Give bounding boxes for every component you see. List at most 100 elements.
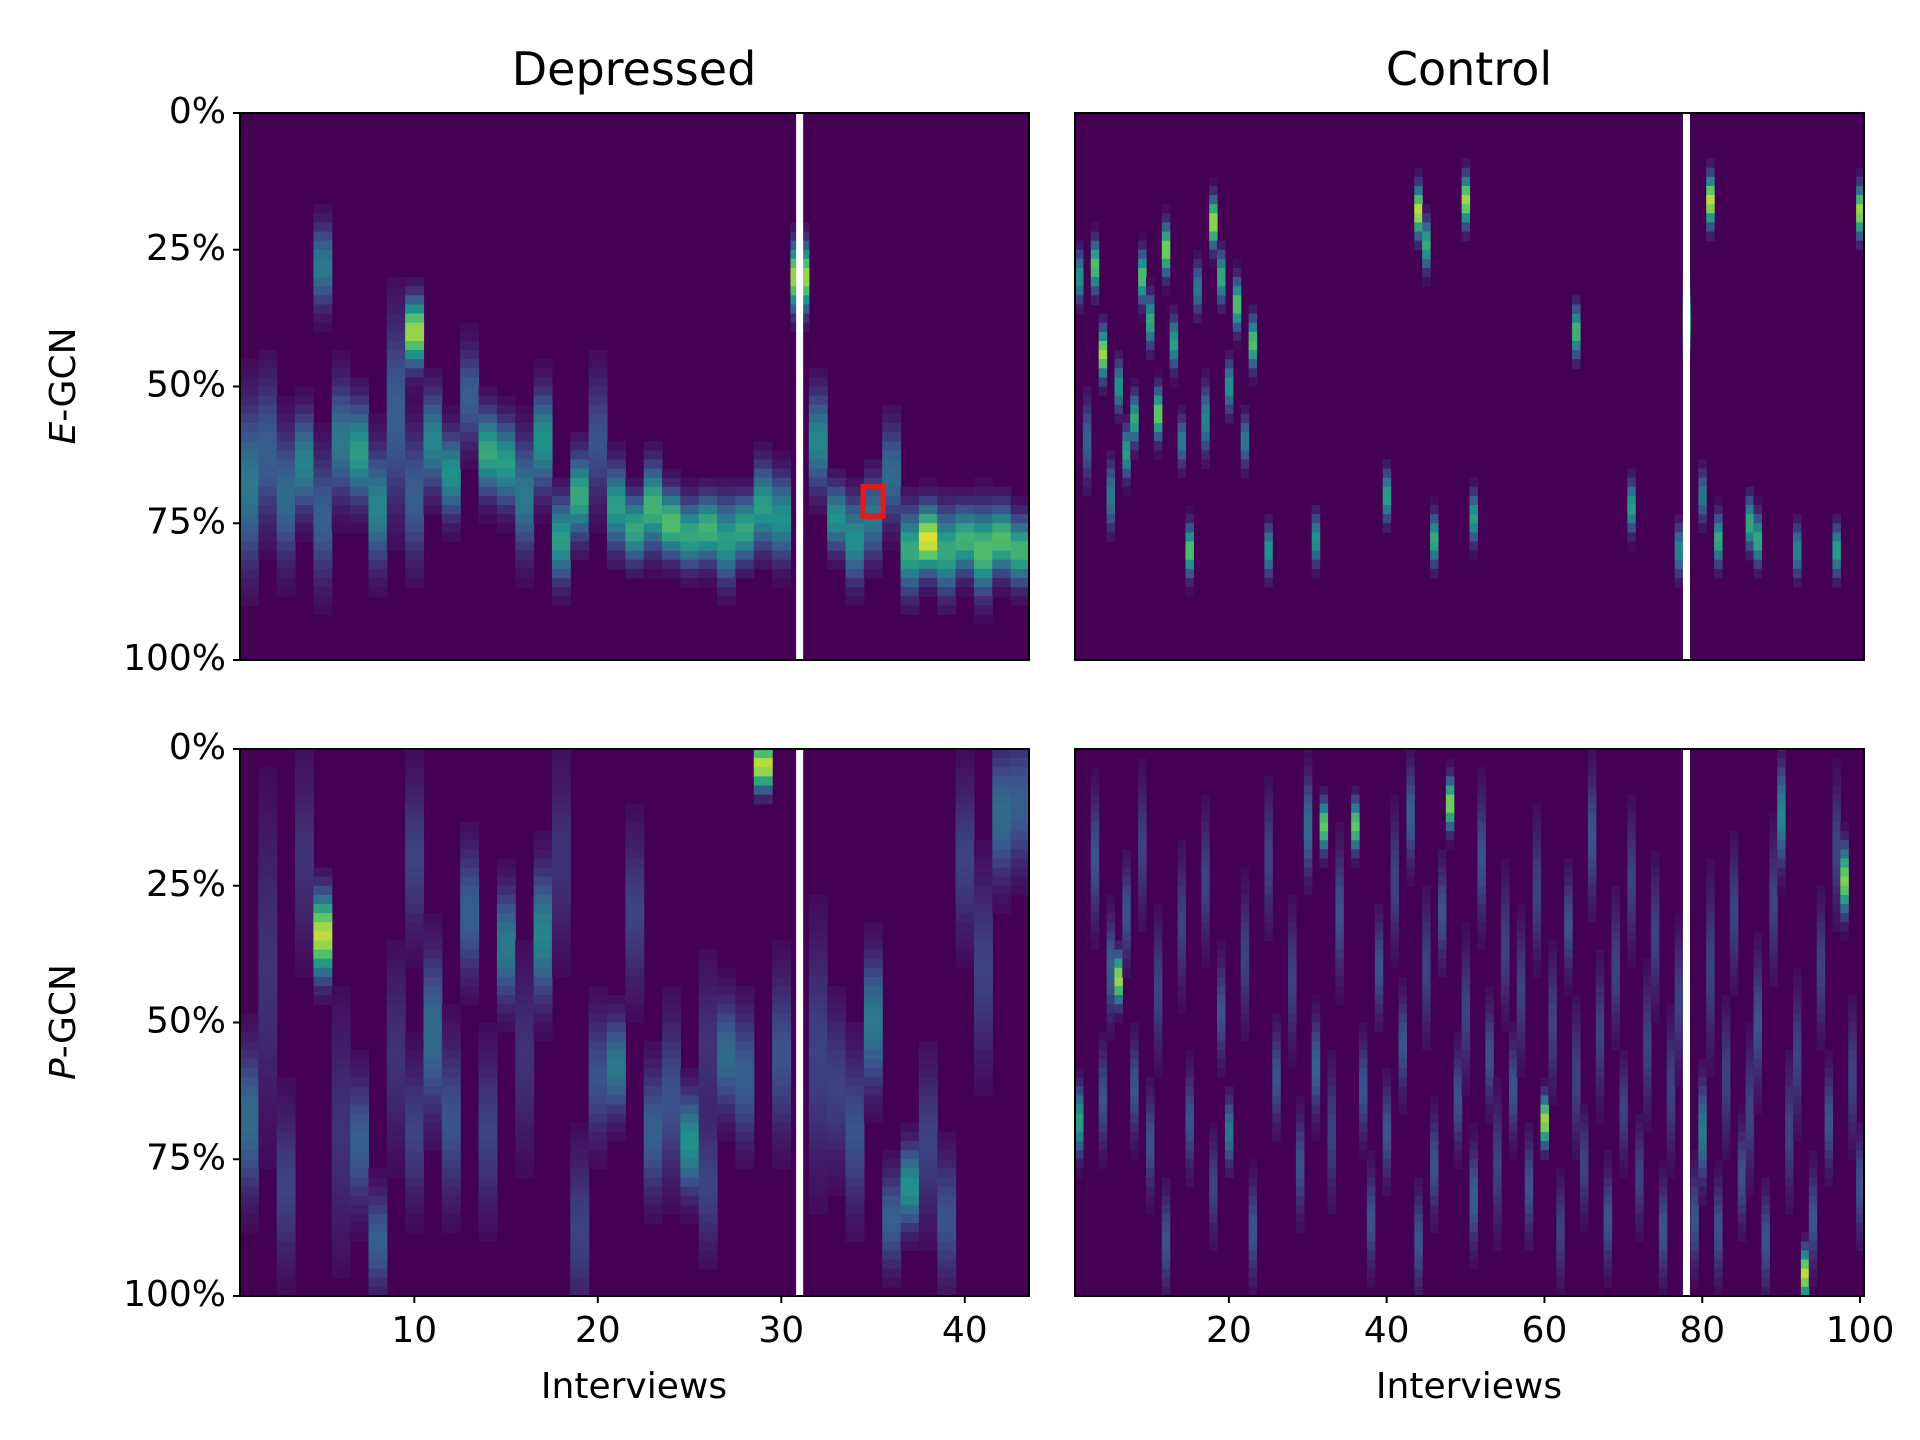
heatmap-cell (662, 568, 681, 579)
heatmap-cell (900, 1150, 920, 1160)
heatmap-cell (423, 377, 443, 388)
heatmap-cell (405, 350, 425, 360)
heatmap-cell (478, 422, 498, 433)
heatmap-cell (1753, 940, 1763, 951)
heatmap-cell (973, 949, 993, 960)
heatmap-cell (441, 1141, 461, 1151)
heatmap-cell (1501, 858, 1510, 869)
heatmap-cell (662, 1022, 681, 1033)
heatmap-cell (1177, 849, 1187, 859)
heatmap-cell (1161, 1241, 1171, 1252)
heatmap-cell (423, 477, 443, 488)
heatmap-cell (1335, 849, 1344, 859)
heatmap-cell (331, 486, 351, 497)
heatmap-cell (1658, 1186, 1668, 1197)
heatmap-cell (1390, 812, 1400, 823)
heatmap-cell (625, 922, 645, 932)
heatmap-cell (551, 587, 571, 597)
heatmap-cell (240, 477, 259, 488)
heatmap-cell (1769, 840, 1778, 850)
heatmap-cell (662, 1068, 681, 1078)
heatmap-cell (1493, 1159, 1502, 1169)
heatmap-cell (1169, 350, 1179, 360)
heatmap-cell (1564, 967, 1573, 978)
heatmap-cell (1288, 958, 1297, 969)
heatmap-cell (276, 1213, 296, 1224)
heatmap-cell (1832, 776, 1841, 787)
heatmap-cell (1193, 277, 1202, 287)
heatmap-cell (1010, 541, 1029, 552)
heatmap-cell (1627, 541, 1636, 552)
heatmap-cell (423, 441, 443, 451)
heatmap-cell (405, 559, 425, 570)
heatmap-cell (827, 1168, 847, 1179)
heatmap-cell (1643, 995, 1652, 1005)
heatmap-cell (460, 413, 480, 424)
heatmap-cell (441, 1150, 461, 1160)
heatmap-cell (533, 477, 553, 488)
heatmap-cell (331, 477, 351, 488)
heatmap-cell (680, 1095, 700, 1106)
heatmap-cell (1587, 903, 1597, 914)
heatmap-cell (1445, 758, 1455, 768)
heatmap-cell (717, 587, 737, 597)
heatmap-cell (515, 532, 535, 543)
heatmap-cell (1619, 1086, 1628, 1097)
heatmap-cell (1800, 1286, 1810, 1296)
heatmap-cell (1856, 176, 1864, 187)
heatmap-cell (331, 386, 351, 397)
heatmap-cell (1082, 477, 1092, 488)
heatmap-cell (882, 1232, 902, 1242)
heatmap-cell (1785, 1195, 1794, 1206)
heatmap-cell (1414, 1268, 1423, 1279)
heatmap-cell (1453, 1159, 1463, 1169)
heatmap-cell (515, 958, 535, 969)
heatmap-cell (1374, 958, 1384, 969)
heatmap-cell (808, 441, 828, 451)
heatmap-cell (900, 486, 920, 497)
heatmap-cell (1430, 523, 1439, 533)
heatmap-cell (1311, 1086, 1321, 1097)
heatmap-cell (515, 432, 535, 442)
heatmap-cell (1556, 1241, 1565, 1252)
heatmap-cell (937, 1286, 957, 1296)
heatmap-cell (1288, 922, 1297, 932)
heatmap-cell (1556, 1177, 1565, 1188)
heatmap-cell (295, 894, 314, 905)
heatmap-cell (1508, 1113, 1518, 1124)
heatmap-cell (1122, 913, 1131, 923)
heatmap-cell (405, 441, 425, 451)
heatmap-cell (1193, 267, 1202, 278)
heatmap-cell (937, 1250, 957, 1261)
heatmap-cell (1288, 995, 1297, 1005)
heatmap-cell (1690, 1186, 1699, 1197)
heatmap-cell (405, 1159, 425, 1169)
heatmap-cell (1856, 1122, 1864, 1133)
heatmap-cell (313, 596, 333, 606)
heatmap-cell (1114, 949, 1123, 960)
heatmap-cell (331, 1058, 351, 1069)
heatmap-cell (882, 1223, 902, 1233)
heatmap-cell (1295, 1186, 1305, 1197)
heatmap-cell (405, 541, 425, 552)
heatmap-cell (863, 550, 883, 561)
x-axis-label-depressed: Interviews (541, 1366, 727, 1407)
heatmap-cell (1808, 1232, 1818, 1242)
heatmap-cell (1453, 1077, 1463, 1087)
heatmap-cell (570, 1241, 590, 1252)
heatmap-cell (1177, 931, 1187, 942)
heatmap-cell (551, 849, 571, 859)
heatmap-cell (1209, 1131, 1218, 1142)
heatmap-cell (680, 1213, 700, 1224)
heatmap-cell (1540, 1095, 1549, 1106)
heatmap-cell (662, 1177, 681, 1188)
heatmap-cell (1414, 1250, 1423, 1261)
heatmap-cell (405, 1058, 425, 1069)
heatmap-cell (460, 331, 480, 342)
heatmap-cell (1493, 1213, 1502, 1224)
heatmap-cell (1288, 931, 1297, 942)
heatmap-cell (955, 940, 975, 951)
heatmap-cell (1792, 976, 1802, 987)
heatmap-cell (955, 794, 975, 805)
heatmap-cell (662, 514, 681, 524)
